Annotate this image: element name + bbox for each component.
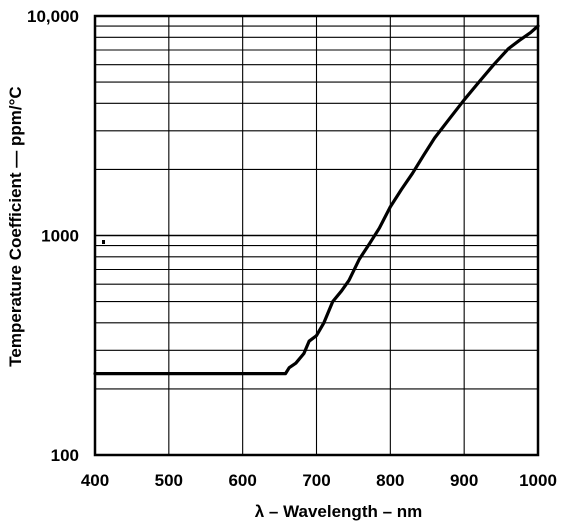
y-axis-label: Temperature Coefficient — ppm/°C	[6, 86, 25, 366]
x-axis-label: λ – Wavelength – nm	[255, 502, 423, 521]
y-tick-label: 10,000	[27, 7, 79, 26]
x-tick-label: 800	[376, 471, 404, 490]
series-layer	[93, 24, 540, 376]
plot-frame	[93, 14, 540, 457]
x-tick-label: 900	[450, 471, 478, 490]
series-line	[93, 24, 540, 376]
x-tick-label: 400	[81, 471, 109, 490]
y-tick-label: 1000	[41, 227, 79, 246]
y-tick-labels: 100 1000 10,000	[27, 7, 79, 465]
x-tick-label: 1000	[519, 471, 557, 490]
grid	[95, 16, 538, 455]
y-tick-label: 100	[51, 446, 79, 465]
x-tick-label: 600	[228, 471, 256, 490]
x-tick-label: 500	[155, 471, 183, 490]
stray-mark	[102, 240, 105, 244]
x-tick-label: 700	[302, 471, 330, 490]
x-tick-labels: 400 500 600 700 800 900 1000	[81, 471, 557, 490]
